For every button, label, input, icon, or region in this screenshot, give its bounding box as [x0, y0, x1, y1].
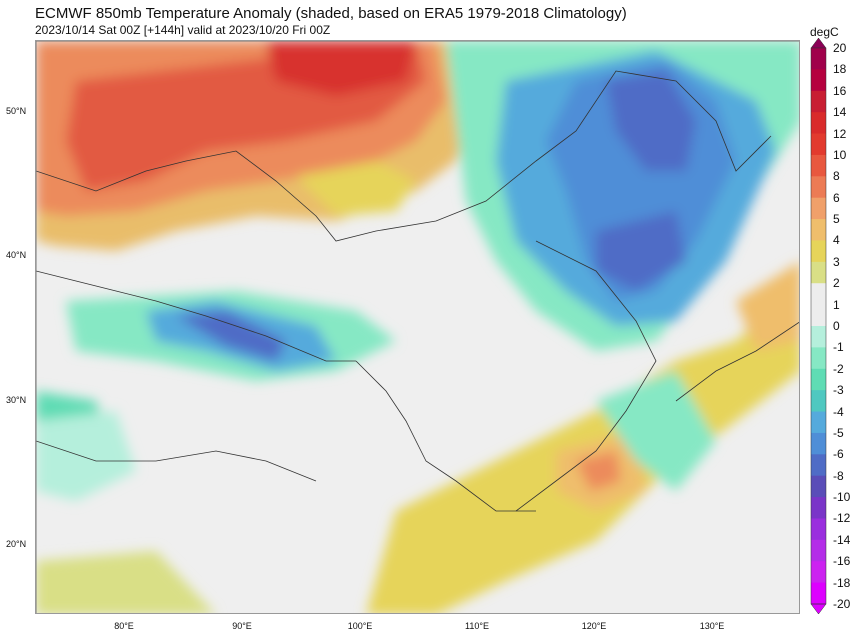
colorbar-swatch	[811, 112, 826, 135]
anomaly-shading	[36, 41, 799, 613]
colorbar-tick-label: 1	[833, 297, 840, 312]
colorbar-tick-label: 2	[833, 276, 840, 291]
lat-label-30n: 30°N	[6, 395, 27, 405]
colorbar-tick-label: -18	[833, 575, 851, 590]
colorbar-swatch	[811, 176, 826, 199]
lon-label-90e: 90°E	[232, 621, 252, 631]
colorbar-tick-label: 10	[833, 147, 847, 162]
colorbar-unit: degC	[810, 25, 839, 39]
colorbar-swatch	[811, 411, 826, 434]
colorbar-tick-label: -3	[833, 383, 844, 398]
colorbar-top-arrow	[810, 37, 827, 49]
colorbar-tick-label: -2	[833, 361, 844, 376]
colorbar-tick-label: -14	[833, 532, 851, 547]
colorbar-tick-label: -20	[833, 597, 851, 611]
colorbar-tick-label: 14	[833, 105, 847, 120]
colorbar-swatch	[811, 561, 826, 584]
colorbar-swatch	[811, 454, 826, 477]
anomaly-map	[35, 40, 800, 614]
map-subtitle: 2023/10/14 Sat 00Z [+144h] valid at 2023…	[35, 23, 331, 37]
colorbar-tick-label: -12	[833, 511, 851, 526]
colorbar-tick-label: 12	[833, 126, 847, 141]
map-canvas	[36, 41, 799, 613]
colorbar-tick-label: -16	[833, 554, 851, 569]
colorbar-tick-label: -10	[833, 490, 851, 505]
lat-label-20n: 20°N	[6, 539, 27, 549]
colorbar-tick-label: 3	[833, 254, 840, 269]
colorbar-swatch	[811, 518, 826, 541]
colorbar-swatch	[811, 475, 826, 498]
colorbar-tick-label: 4	[833, 233, 840, 248]
lat-label-50n: 50°N	[6, 106, 27, 116]
lon-label-130e: 130°E	[699, 621, 725, 631]
colorbar-swatch	[811, 347, 826, 370]
colorbar	[810, 37, 827, 615]
country-borders	[36, 70, 799, 512]
colorbar-tick-label: -5	[833, 425, 844, 440]
colorbar-tick-label: 8	[833, 169, 840, 184]
colorbar-frame	[810, 47, 827, 605]
colorbar-tick-label: -1	[833, 340, 844, 355]
colorbar-swatch	[811, 368, 826, 391]
colorbar-swatch	[811, 240, 826, 263]
colorbar-tick-label: -4	[833, 404, 844, 419]
colorbar-tick-label: -6	[833, 447, 844, 462]
colorbar-tick-label: 6	[833, 190, 840, 205]
lon-label-100e: 100°E	[347, 621, 373, 631]
lon-label-80e: 80°E	[114, 621, 134, 631]
map-title: ECMWF 850mb Temperature Anomaly (shaded,…	[35, 5, 627, 22]
colorbar-tick-label: -8	[833, 468, 844, 483]
colorbar-bottom-arrow	[810, 603, 827, 615]
colorbar-tick-label: 16	[833, 83, 847, 98]
colorbar-tick-label: 18	[833, 62, 847, 77]
lat-label-40n: 40°N	[6, 250, 27, 260]
colorbar-swatch	[811, 197, 826, 220]
colorbar-swatch	[811, 497, 826, 519]
colorbar-swatch	[811, 154, 826, 177]
colorbar-swatch	[811, 261, 826, 284]
colorbar-swatch	[811, 304, 826, 327]
colorbar-tick-label: 0	[833, 319, 840, 333]
colorbar-swatch	[811, 283, 826, 306]
lon-label-120e: 120°E	[581, 621, 607, 631]
colorbar-swatch	[811, 69, 826, 92]
colorbar-swatch	[811, 432, 826, 455]
lon-label-110e: 110°E	[465, 621, 489, 631]
colorbar-swatch	[811, 539, 826, 562]
colorbar-tick-label: 20	[833, 41, 847, 55]
colorbar-tick-label: 5	[833, 212, 840, 227]
colorbar-swatch	[811, 219, 826, 241]
colorbar-swatch	[811, 133, 826, 156]
colorbar-swatch	[811, 390, 826, 413]
colorbar-swatch	[811, 90, 826, 113]
colorbar-swatch	[811, 48, 826, 70]
colorbar-swatch	[811, 582, 826, 605]
colorbar-swatch	[811, 326, 826, 348]
